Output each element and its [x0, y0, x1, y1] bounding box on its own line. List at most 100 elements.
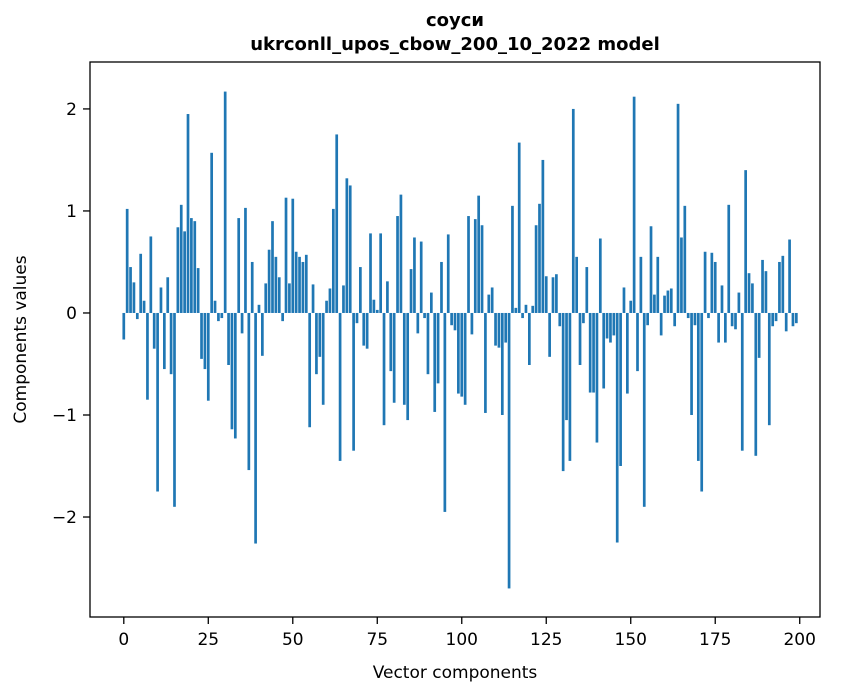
- x-tick-label: 100: [446, 630, 478, 650]
- bar: [707, 312, 710, 319]
- bar: [696, 312, 700, 461]
- bar: [490, 287, 494, 313]
- bar: [359, 267, 362, 313]
- bar: [575, 256, 579, 313]
- bar: [362, 312, 366, 346]
- bar: [477, 195, 481, 313]
- bar: [686, 312, 690, 319]
- bar: [666, 290, 670, 313]
- bar: [470, 312, 474, 335]
- bars-group: [122, 91, 798, 589]
- bar: [774, 312, 778, 322]
- bar: [125, 208, 129, 313]
- bar: [227, 312, 230, 365]
- bar: [244, 207, 247, 313]
- bar: [582, 312, 585, 324]
- bar: [254, 312, 257, 544]
- bar: [497, 312, 501, 348]
- bar: [778, 261, 781, 313]
- bar: [433, 312, 437, 412]
- bar: [514, 307, 518, 313]
- y-tick-label: −2: [52, 508, 77, 528]
- bar: [524, 304, 528, 313]
- bar: [392, 312, 396, 403]
- bar: [348, 185, 352, 313]
- bar: [761, 259, 764, 313]
- bar: [288, 283, 291, 313]
- bar: [629, 300, 633, 313]
- bar: [460, 312, 464, 397]
- bar: [663, 295, 666, 313]
- bar: [747, 273, 751, 313]
- bar: [659, 312, 663, 336]
- bar: [311, 284, 315, 313]
- bar: [369, 233, 372, 313]
- bar: [619, 312, 622, 466]
- y-axis-ticks: −2 −1 0 1 2: [52, 100, 90, 528]
- bar: [538, 203, 541, 313]
- bar: [223, 91, 227, 313]
- bar: [389, 312, 393, 372]
- bar: [274, 256, 278, 313]
- bar: [250, 261, 254, 313]
- x-tick-label: 50: [282, 630, 304, 650]
- bar: [507, 312, 511, 589]
- bar: [281, 312, 284, 322]
- bar: [318, 312, 322, 357]
- bar: [680, 237, 683, 313]
- bar: [203, 312, 207, 370]
- bar: [480, 225, 484, 313]
- bar: [642, 312, 646, 507]
- bar: [382, 312, 386, 426]
- bar: [693, 312, 697, 326]
- bar: [592, 312, 595, 393]
- bar: [578, 312, 582, 365]
- bar: [416, 312, 420, 334]
- bar: [791, 312, 795, 327]
- bar: [521, 312, 524, 319]
- bar: [605, 312, 609, 339]
- bar: [247, 312, 251, 471]
- bar: [757, 312, 761, 358]
- bar: [727, 204, 731, 313]
- bar: [683, 205, 687, 313]
- bar: [210, 152, 214, 313]
- bar: [463, 312, 467, 405]
- x-tick-label: 150: [615, 630, 647, 650]
- bar: [646, 312, 649, 326]
- x-tick-label: 200: [783, 630, 815, 650]
- bar: [710, 252, 714, 313]
- bar: [186, 114, 190, 313]
- bar: [129, 267, 132, 313]
- bar: [565, 312, 568, 421]
- bar: [277, 277, 281, 313]
- bar: [473, 219, 477, 313]
- bar: [636, 312, 639, 372]
- bar: [548, 312, 551, 357]
- bar: [413, 237, 416, 313]
- bar: [213, 300, 217, 313]
- bar: [240, 312, 244, 334]
- bar: [335, 134, 339, 313]
- bar: [132, 282, 136, 313]
- bar: [406, 312, 410, 421]
- bar: [737, 292, 741, 313]
- bar: [237, 218, 241, 313]
- bar: [457, 312, 460, 394]
- bar: [233, 312, 237, 439]
- bar: [494, 312, 497, 346]
- bar: [504, 312, 508, 343]
- y-tick-label: 1: [66, 202, 77, 222]
- bar: [142, 300, 146, 313]
- bar: [315, 312, 318, 375]
- bar: [551, 277, 555, 313]
- bar: [622, 287, 626, 313]
- bar: [301, 261, 305, 313]
- bar: [200, 312, 203, 359]
- bar: [558, 312, 562, 327]
- bar: [615, 312, 619, 543]
- bar: [284, 197, 288, 313]
- bar: [571, 108, 575, 313]
- bar: [176, 227, 180, 313]
